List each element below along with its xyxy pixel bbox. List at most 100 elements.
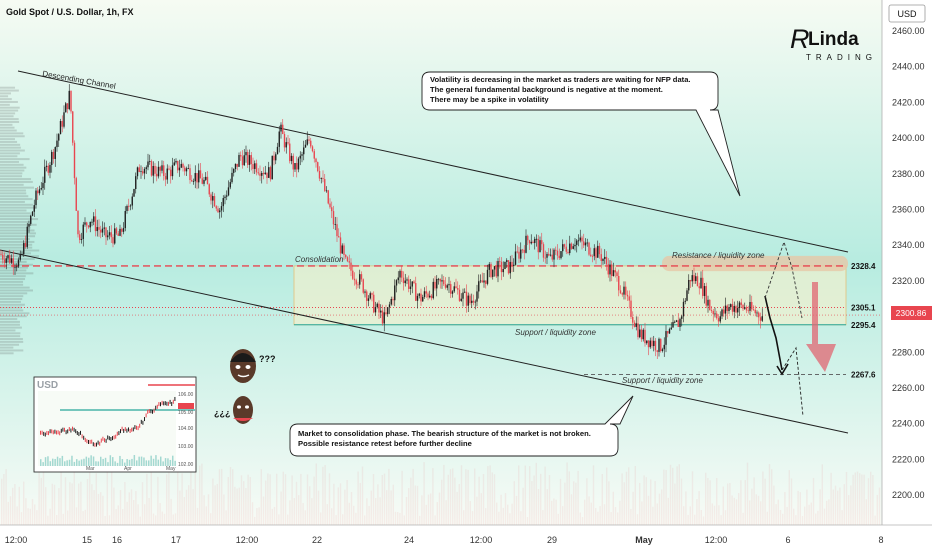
inset-volume-bar [131,458,133,466]
candle-body [420,293,422,302]
inset-candle [48,431,49,436]
inset-candle [62,427,64,432]
callout-top-line-1: Volatility is decreasing in the market a… [430,75,691,84]
volume-bar [654,481,656,525]
candle-body [628,296,630,301]
candle-body [397,277,399,281]
candle-body [625,286,627,295]
candle [609,260,611,282]
volume-bar [119,490,122,525]
candle [140,165,142,179]
volume-bar [216,483,218,525]
candle [469,293,471,305]
candle-body [166,168,168,180]
inset-volume-bar [56,456,59,466]
candle [12,250,14,276]
inset-volume-bar [64,461,66,466]
candle [549,248,552,257]
candle-body [276,146,279,155]
inset-volume-bar [76,459,78,466]
profile-bar [0,166,27,169]
inset-candle [41,430,43,435]
volume-bar [104,515,106,525]
candle [201,173,203,185]
volume-bar [691,471,694,525]
candle [569,235,571,256]
volume-bar [36,510,38,525]
candle-body [322,178,324,180]
x-tick-label: 29 [547,535,557,545]
inset-y-label: 102.00 [178,462,194,468]
inset-candle [113,435,115,440]
candle-body [721,309,723,317]
volume-bar [555,499,557,525]
volume-bar [469,501,471,525]
inset-candle [70,428,72,433]
candle [149,154,151,165]
volume-bar [447,474,449,525]
candle [486,264,489,286]
candle-body [297,158,300,170]
profile-bar [0,218,39,221]
volume-bar [311,498,313,525]
inset-volume-bar [80,459,83,466]
candle-body [143,168,146,174]
candle-body [58,134,60,141]
candle-body [31,211,34,216]
candle-body [614,270,616,273]
volume-bar [166,474,168,525]
candle [70,90,72,114]
candle-body [364,291,366,293]
volume-bar [245,488,247,525]
candle [397,271,399,284]
candle [735,304,737,314]
candle-body [654,340,657,351]
candle [159,165,161,177]
candle [567,249,569,255]
candlestick-series[interactable] [0,84,763,359]
volume-bar [544,466,546,525]
volume-bar [236,488,238,525]
candle-body [266,172,268,178]
candle-body [509,261,511,274]
candle-body [117,233,119,236]
volume-bar [471,511,474,525]
candle-body [238,155,240,167]
inset-candle [150,409,152,414]
candle-body [30,215,32,224]
candle-body [84,222,86,225]
candle [2,251,4,264]
candle [542,242,545,262]
volume-bar [326,504,328,525]
candle [10,254,13,265]
volume-bar [199,465,201,525]
currency-button[interactable] [888,4,926,23]
candle [707,295,709,313]
candle [399,269,401,285]
profile-bar [0,115,14,118]
candle [383,307,385,332]
profile-bar [0,212,31,215]
candle [717,314,720,327]
candle [502,261,504,277]
candle-body [478,281,480,292]
candle-body [681,316,683,319]
profile-bar [0,132,24,135]
volume-bar [707,477,709,525]
candle [257,168,259,176]
volume-bar [23,481,25,525]
candle-body [399,270,401,278]
volume-bar [390,490,392,525]
inset-volume-bar [40,459,42,466]
volume-bar [31,498,34,525]
candle [754,305,756,317]
candle-body [136,167,139,177]
candle-body [754,309,756,314]
candle [17,257,20,268]
inset-candle [172,399,174,404]
volume-bar [848,495,850,525]
x-tick-label: May [635,535,653,545]
candle-body [455,286,457,289]
